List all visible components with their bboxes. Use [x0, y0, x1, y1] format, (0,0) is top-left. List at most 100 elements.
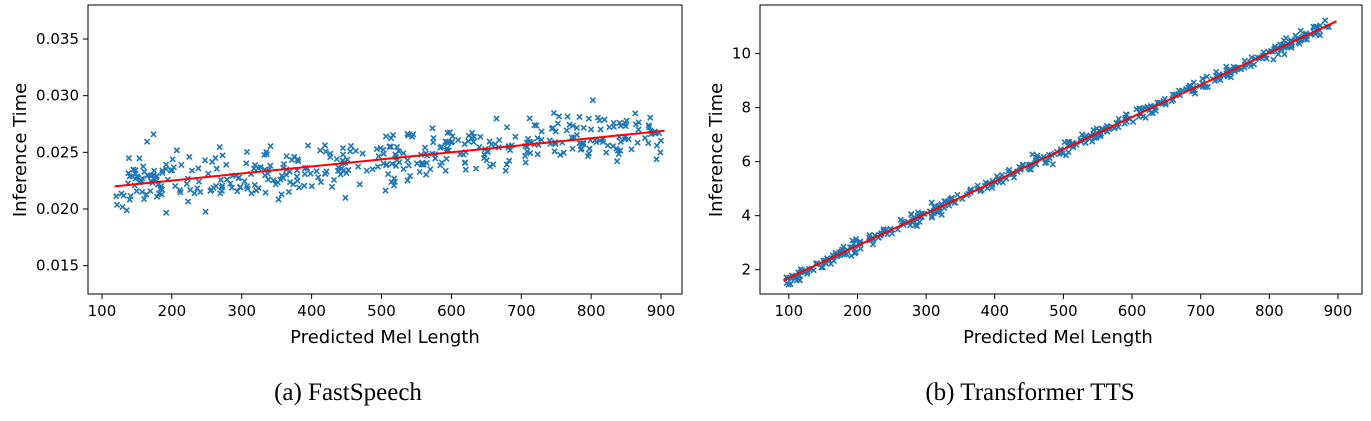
fastspeech-data-point	[503, 124, 511, 131]
fastspeech-data-point	[615, 150, 622, 158]
fastspeech-data-point	[253, 187, 260, 194]
fastspeech-data-point	[136, 155, 143, 162]
fastspeech-data-point	[503, 161, 510, 168]
fastspeech-data-point	[195, 178, 203, 185]
fastspeech-data-point	[187, 186, 194, 194]
fastspeech-data-point	[557, 151, 564, 159]
fastspeech-data-point	[416, 168, 423, 176]
fastspeech-data-point	[359, 150, 366, 157]
fastspeech-data-point	[347, 142, 355, 150]
fastspeech-data-point	[405, 162, 412, 169]
fastspeech-data-point	[632, 121, 639, 128]
fastspeech-data-point	[283, 171, 290, 178]
fastspeech-data-point	[213, 165, 220, 172]
transformer-data-point	[1297, 27, 1304, 34]
fastspeech-data-point	[143, 191, 150, 198]
transformer-data-point	[993, 173, 1001, 180]
transformer-data-point	[866, 231, 873, 239]
fastspeech-data-point	[375, 153, 382, 160]
transformer-data-point	[888, 230, 896, 237]
fastspeech-data-point	[645, 122, 652, 129]
transformer-data-point	[1093, 125, 1100, 132]
fastspeech-data-point	[322, 148, 329, 155]
fastspeech-data-point	[555, 113, 563, 120]
fastspeech-x-tick-label: 600	[437, 302, 466, 320]
transformer-data-point	[1006, 166, 1013, 174]
fastspeech-data-point	[493, 115, 500, 122]
panel-fastspeech: 100 200 300 400 500 600 700 800 900 0.0150.0200.…	[10, 4, 683, 406]
transformer-data-point	[1029, 151, 1036, 158]
transformer-data-point	[1263, 55, 1270, 62]
fastspeech-data-point	[413, 160, 421, 167]
fastspeech-fit-line	[114, 129, 665, 188]
fastspeech-data-point	[524, 135, 532, 143]
transformer-x-ticks: 100 200 300 400 500 600 700 800 900	[775, 294, 1352, 320]
fastspeech-data-point	[202, 208, 209, 215]
transformer-data-point	[1115, 115, 1122, 123]
fastspeech-data-point	[275, 196, 282, 203]
fastspeech-data-point	[343, 169, 350, 177]
fastspeech-data-point	[307, 170, 314, 177]
transformer-data-point	[928, 199, 935, 206]
fastspeech-data-point	[295, 158, 302, 165]
fastspeech-data-point	[317, 147, 324, 154]
fastspeech-data-point	[228, 184, 236, 191]
transformer-x-tick-label: 500	[1049, 302, 1078, 320]
fastspeech-data-point	[461, 159, 469, 167]
fastspeech-data-point	[355, 163, 362, 170]
fastspeech-data-point	[126, 196, 133, 203]
fastspeech-x-tick-label: 900	[647, 302, 676, 320]
fastspeech-data-point	[322, 170, 329, 178]
fastspeech-data-point	[243, 160, 250, 167]
fastspeech-data-point	[461, 140, 468, 148]
fastspeech-data-point	[593, 139, 600, 146]
fastspeech-data-point	[526, 115, 533, 122]
fastspeech-x-tick-label: 500	[367, 302, 396, 320]
transformer-data-point	[941, 198, 948, 205]
fastspeech-data-point	[569, 122, 577, 129]
transformer-data-point	[1270, 56, 1277, 63]
fastspeech-data-point	[227, 180, 234, 187]
fastspeech-data-point	[382, 133, 390, 140]
fastspeech-data-point	[339, 144, 347, 152]
panel-transformer-tts: 100 200 300 400 500 600 700 800 900 2 4 6 8 10 Predi…	[706, 4, 1363, 406]
fastspeech-data-point	[449, 133, 456, 140]
fastspeech-x-ticks: 100 200 300 400 500 600 700 800 900	[88, 294, 676, 320]
fastspeech-data-point	[521, 152, 529, 160]
fastspeech-data-point	[151, 167, 158, 174]
fastspeech-data-point	[184, 198, 192, 205]
transformer-data-point	[1275, 50, 1282, 58]
fastspeech-caption: (a) FastSpeech	[274, 379, 422, 406]
fastspeech-y-ticks: 0.015 0.020 0.025 0.030 0.035	[36, 30, 88, 275]
fastspeech-data-point	[647, 114, 654, 121]
fastspeech-data-point	[201, 157, 209, 164]
fastspeech-data-point	[465, 132, 472, 139]
fastspeech-data-point	[597, 126, 604, 133]
fastspeech-data-point	[272, 181, 279, 188]
fastspeech-data-point	[212, 154, 219, 162]
fastspeech-data-point	[261, 172, 269, 179]
fastspeech-data-point	[374, 163, 382, 170]
fastspeech-data-point	[576, 113, 583, 121]
transformer-data-point	[818, 264, 825, 271]
fastspeech-data-point	[580, 139, 587, 146]
fastspeech-data-point	[352, 147, 360, 155]
fastspeech-data-point	[502, 167, 509, 174]
fastspeech-data-point	[391, 175, 398, 182]
fastspeech-data-point	[587, 126, 595, 133]
transformer-regression-line	[782, 20, 1338, 282]
fastspeech-data-point	[194, 185, 201, 192]
transformer-x-tick-label: 300	[912, 302, 941, 320]
fastspeech-data-point	[404, 177, 411, 184]
fastspeech-data-point	[267, 162, 274, 169]
transformer-data-point	[1296, 40, 1303, 47]
fastspeech-data-point	[280, 160, 288, 168]
transformer-x-tick-label: 700	[1186, 302, 1215, 320]
transformer-data-point	[785, 281, 792, 288]
transformer-data-point	[819, 264, 827, 271]
fastspeech-data-point	[634, 139, 641, 146]
fastspeech-data-point	[505, 157, 513, 164]
fastspeech-data-point	[219, 182, 226, 189]
fastspeech-x-axis-label: Predicted Mel Length	[290, 327, 480, 348]
